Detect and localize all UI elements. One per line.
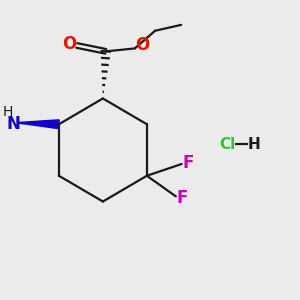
Text: F: F <box>176 189 188 207</box>
Text: O: O <box>135 36 149 54</box>
Text: N: N <box>7 115 21 133</box>
Text: O: O <box>62 35 77 53</box>
Polygon shape <box>18 120 59 129</box>
Text: F: F <box>182 154 194 172</box>
Text: Cl: Cl <box>220 136 236 152</box>
Text: H: H <box>3 105 13 118</box>
Text: H: H <box>247 136 260 152</box>
